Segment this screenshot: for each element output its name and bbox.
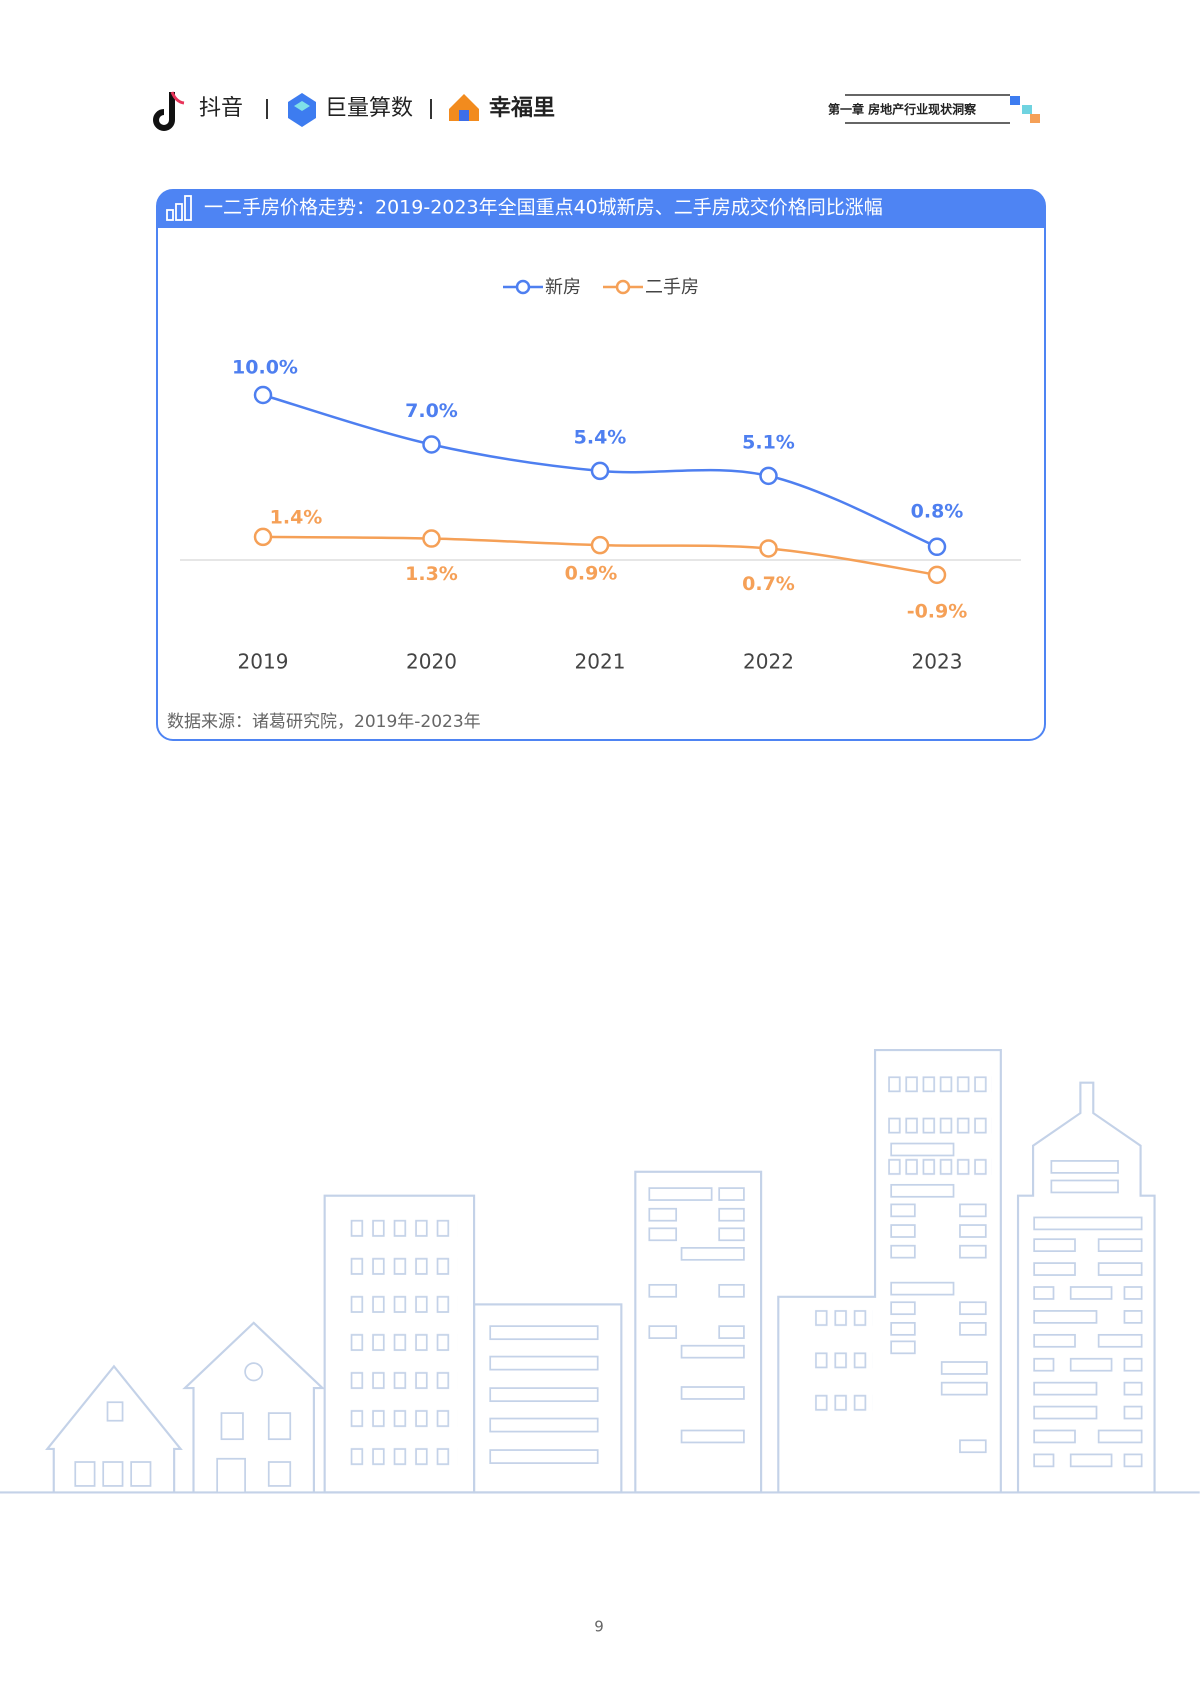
point [927, 537, 947, 557]
point [422, 529, 441, 548]
point [590, 461, 610, 481]
x-tick-label: 2022 [743, 650, 794, 674]
x-tick-label: 2020 [406, 650, 457, 674]
logo-text: 幸福里 [489, 95, 555, 121]
plot: 新房 二手房 2019 2020 2021 2022 2023 10.0% 7.0% 5.4% 5.… [180, 277, 1021, 674]
title-bar [157, 190, 1045, 228]
legend-marker [615, 279, 631, 295]
douyin-icon-accent [170, 91, 185, 105]
x-tick-label: 2023 [912, 650, 963, 674]
value-label: 1.3% [405, 563, 458, 585]
value-label: 5.4% [574, 426, 627, 448]
point [927, 565, 947, 585]
douyin-icon [153, 92, 175, 131]
chapter-deco [1022, 105, 1032, 114]
title-icon [166, 195, 192, 221]
logo-text: 抖音 [199, 96, 243, 121]
city-illustration [0, 1048, 1200, 1494]
header: 抖音 巨量算数 幸福里 第一章 房地产行业现状洞察 [153, 91, 1040, 131]
value-label: 0.8% [911, 500, 964, 522]
x-tick-label: 2019 [238, 650, 289, 674]
value-label: 10.0% [232, 357, 298, 379]
juliang-icon-inner [294, 101, 310, 111]
value-label: -0.9% [907, 600, 968, 622]
value-label: 0.7% [742, 573, 795, 595]
chapter-deco [1010, 96, 1020, 105]
value-label: 1.4% [270, 506, 323, 528]
value-label: 0.9% [565, 563, 618, 585]
legend-marker [515, 279, 531, 295]
logo-text: 巨量算数 [325, 96, 413, 121]
x-tick-label: 2021 [575, 650, 626, 674]
legend-label: 二手房 [645, 277, 699, 298]
point [253, 385, 273, 405]
source: 数据来源：诸葛研究院，2019年-2023年 [167, 712, 481, 732]
point [759, 539, 778, 558]
point [590, 535, 610, 555]
chart-title: 一二手房价格走势：2019-2023年全国重点40城新房、二手房成交价格同比涨幅 [204, 197, 883, 219]
value-label: 5.1% [742, 431, 795, 453]
point [422, 435, 441, 454]
point [759, 466, 778, 486]
chapter-deco [1030, 114, 1040, 123]
chapter-label: 第一章 房地产行业现状洞察 [828, 102, 977, 117]
xingfuli-icon [449, 94, 479, 121]
xingfuli-icon-door [459, 110, 469, 121]
value-label: 7.0% [405, 400, 458, 422]
page-number: 9 [594, 1618, 604, 1636]
legend-label: 新房 [545, 277, 581, 298]
point [253, 527, 273, 547]
